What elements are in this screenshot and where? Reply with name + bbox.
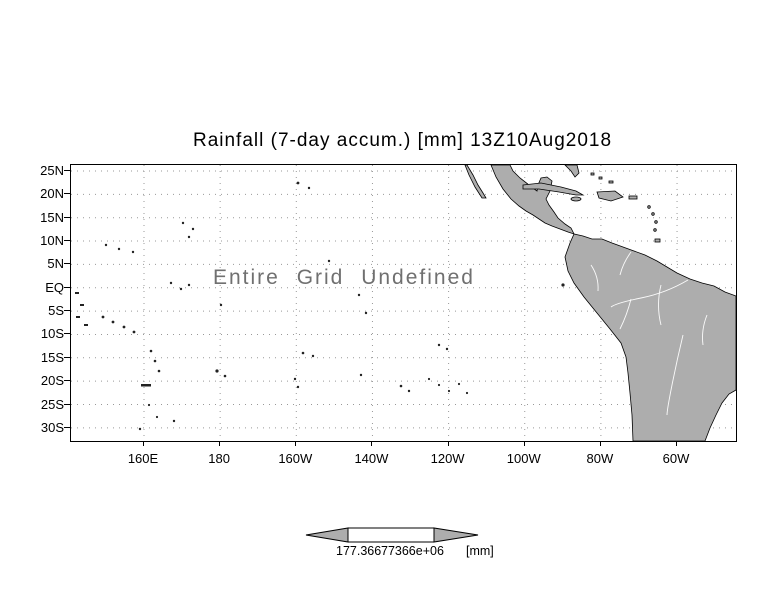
lat-tick-mark	[64, 170, 70, 171]
lat-tick-label: 30S	[40, 419, 64, 435]
puerto-rico	[628, 195, 638, 200]
lon-tick-mark	[143, 441, 144, 446]
lesser-antilles-3	[654, 220, 658, 224]
lat-tick-mark	[64, 426, 70, 428]
bahamas-3	[608, 180, 614, 184]
lat-tick-mark	[64, 356, 70, 358]
lon-tick-mark	[523, 441, 525, 446]
bahamas-2	[598, 176, 603, 180]
lat-tick-label: 10N	[40, 233, 64, 249]
lat-tick-label: 15S	[40, 349, 64, 365]
lon-tick-label: 160E	[127, 451, 159, 466]
lon-tick-label: 120W	[430, 451, 465, 466]
colorbar-unit-label: [mm]	[466, 544, 494, 558]
lat-tick-mark	[64, 240, 70, 242]
lon-tick-mark	[447, 441, 449, 446]
lat-tick-mark	[64, 193, 70, 195]
lat-tick-mark	[64, 216, 70, 218]
bahamas-1	[590, 172, 595, 176]
lat-tick-label: 10S	[40, 326, 64, 342]
map-frame: Entire Grid Undefined	[70, 164, 737, 442]
lon-tick-label: 180	[208, 451, 230, 466]
lon-tick-mark	[676, 441, 678, 446]
lat-tick-label: 5N	[47, 256, 64, 272]
lat-tick-label: 5S	[48, 303, 64, 319]
lat-tick-mark	[64, 310, 70, 312]
lat-tick-label: EQ	[45, 279, 64, 295]
colorbar-label-left: 177.366	[336, 544, 382, 558]
lat-tick-label: 25N	[40, 163, 64, 178]
lat-tick-label: 20N	[40, 186, 64, 202]
lon-tick-label: 60W	[662, 451, 690, 466]
jamaica	[570, 196, 582, 202]
central-america	[490, 165, 575, 235]
lon-tick-label: 100W	[506, 451, 541, 466]
lesser-antilles-2	[651, 212, 655, 216]
trinidad	[654, 238, 661, 243]
lat-tick-label: 20S	[40, 373, 64, 389]
lesser-antilles-1	[647, 205, 651, 209]
lat-tick-mark	[64, 263, 70, 265]
colorbar-body	[347, 527, 435, 543]
hispaniola	[596, 190, 624, 202]
lon-tick-label: 140W	[354, 451, 389, 466]
lon-tick-label: 160W	[278, 451, 313, 466]
land-shapes	[464, 165, 736, 441]
pacific-islands	[75, 181, 565, 431]
baja-california	[464, 165, 487, 199]
lon-tick-mark	[219, 441, 221, 446]
plot-title: Rainfall (7-day accum.) [mm] 13Z10Aug201…	[192, 130, 613, 151]
lon-tick-mark	[295, 441, 297, 446]
undefined-grid-annotation: Entire Grid Undefined	[213, 266, 475, 289]
florida	[564, 165, 580, 178]
cuba	[522, 182, 585, 196]
lesser-antilles-4	[653, 228, 657, 232]
lat-tick-label: 15N	[40, 209, 64, 225]
lon-tick-mark	[371, 441, 373, 446]
lat-tick-mark	[64, 380, 70, 382]
lon-tick-label: 80W	[586, 451, 614, 466]
lon-tick-mark	[599, 441, 601, 446]
land-layer	[75, 165, 736, 441]
colorbar-label-right: 77366e+06	[381, 544, 444, 558]
lat-tick-mark	[64, 403, 70, 405]
rivers-borders	[590, 251, 708, 416]
lat-tick-mark	[64, 333, 70, 335]
south-america	[564, 233, 736, 441]
lat-tick-mark	[64, 286, 70, 288]
colorbar-left-arrow	[305, 527, 349, 543]
colorbar	[305, 527, 479, 543]
lat-tick-label: 25S	[40, 396, 64, 412]
colorbar-right-arrow	[433, 527, 479, 543]
